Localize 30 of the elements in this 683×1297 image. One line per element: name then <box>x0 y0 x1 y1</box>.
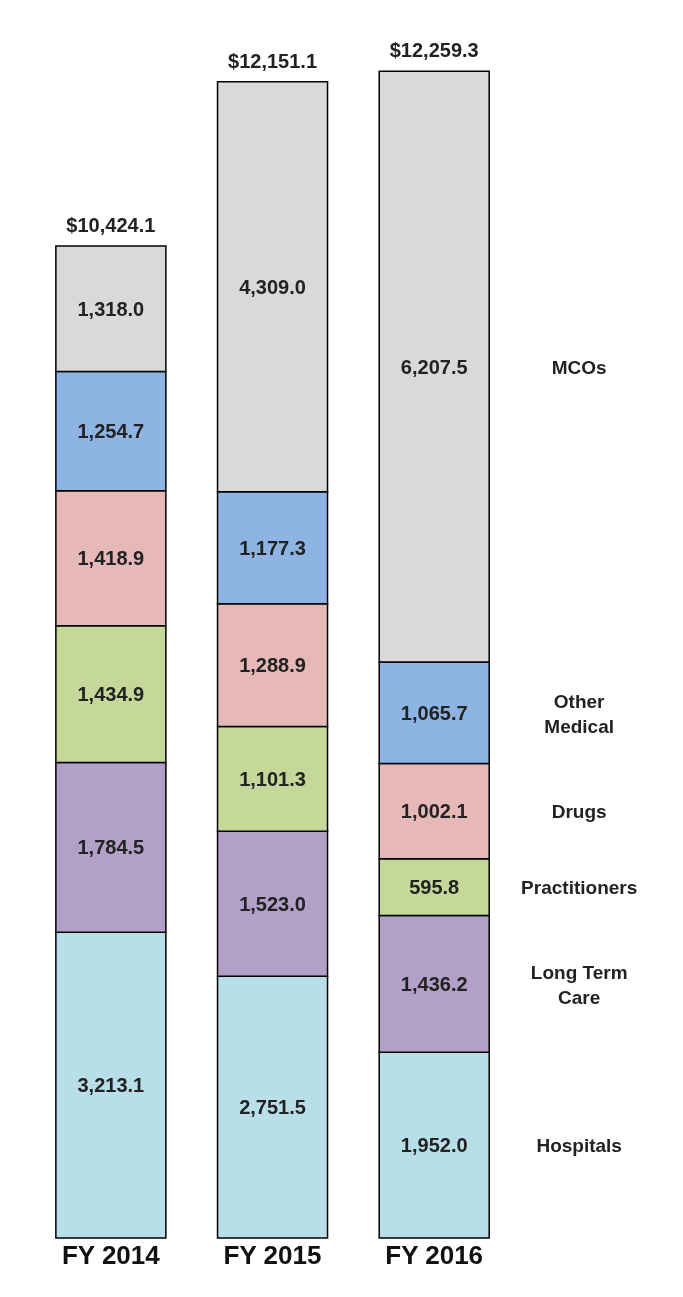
data-label: 1,436.2 <box>400 972 468 995</box>
data-label: 1,002.1 <box>400 800 468 823</box>
total-label: $10,424.1 <box>66 213 156 236</box>
data-label: 1,101.3 <box>239 767 306 790</box>
data-label: 2,751.5 <box>239 1096 306 1119</box>
series-label: Practitioners <box>521 876 638 898</box>
data-label: 1,418.9 <box>77 547 145 570</box>
data-label: 1,288.9 <box>239 654 306 677</box>
data-label: 595.8 <box>409 876 460 899</box>
data-label: 1,065.7 <box>400 701 468 724</box>
text: Other Medical <box>544 690 615 737</box>
data-label: 1,177.3 <box>239 536 306 559</box>
data-label: 1,434.9 <box>77 683 145 706</box>
total-label: $12,151.1 <box>228 49 318 72</box>
data-label: 1,952.0 <box>400 1134 468 1157</box>
data-label: 1,318.0 <box>77 297 145 320</box>
data-label: 1,523.0 <box>239 892 306 915</box>
text: Long Term Care <box>530 961 628 1008</box>
data-label: 1,784.5 <box>77 836 145 859</box>
total-label: $12,259.3 <box>389 39 479 62</box>
text: Drugs <box>551 800 607 822</box>
x-tick-label: FY 2014 <box>61 1240 161 1271</box>
text: Hospitals <box>536 1134 622 1156</box>
data-label: 4,309.0 <box>239 275 306 298</box>
x-tick-label: FY 2016 <box>385 1240 484 1271</box>
text: MCOs <box>551 356 607 378</box>
data-label: 6,207.5 <box>400 355 468 378</box>
x-tick-label: FY 2015 <box>223 1240 322 1271</box>
data-label: 1,254.7 <box>77 420 145 443</box>
data-label: 3,213.1 <box>77 1074 145 1097</box>
